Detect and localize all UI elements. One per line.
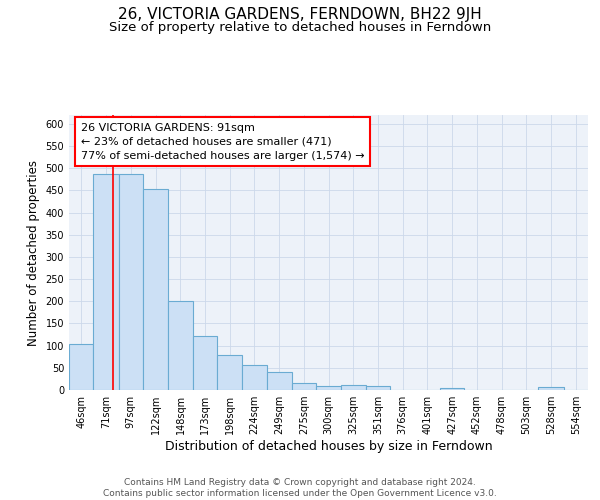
Bar [366,386,391,390]
Bar [143,189,169,390]
Y-axis label: Number of detached properties: Number of detached properties [27,160,40,346]
Text: 26, VICTORIA GARDENS, FERNDOWN, BH22 9JH: 26, VICTORIA GARDENS, FERNDOWN, BH22 9JH [118,8,482,22]
Text: 26 VICTORIA GARDENS: 91sqm
← 23% of detached houses are smaller (471)
77% of sem: 26 VICTORIA GARDENS: 91sqm ← 23% of deta… [80,122,364,160]
Bar [119,174,143,390]
Bar [193,336,217,390]
Bar [169,302,193,390]
Bar [217,354,242,390]
Text: Size of property relative to detached houses in Ferndown: Size of property relative to detached ho… [109,21,491,34]
Bar [266,372,292,390]
X-axis label: Distribution of detached houses by size in Ferndown: Distribution of detached houses by size … [164,440,493,453]
Bar [341,384,366,390]
Bar [69,344,94,390]
Bar [242,364,266,390]
Bar [292,384,316,390]
Bar [316,386,341,390]
Bar [94,174,119,390]
Bar [440,388,464,390]
Text: Contains HM Land Registry data © Crown copyright and database right 2024.
Contai: Contains HM Land Registry data © Crown c… [103,478,497,498]
Bar [538,387,563,390]
